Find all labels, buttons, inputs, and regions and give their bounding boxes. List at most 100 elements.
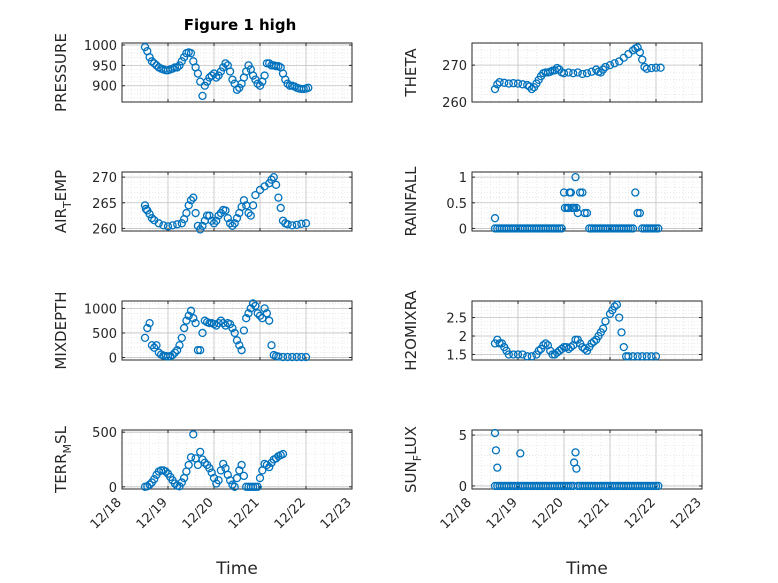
data-point <box>173 63 182 72</box>
data-point <box>223 214 232 223</box>
data-point <box>500 78 509 87</box>
x-tick-label: 12/21 <box>576 495 613 532</box>
data-point <box>566 342 576 352</box>
data-point <box>177 478 186 487</box>
data-point <box>214 211 223 220</box>
axes-box <box>121 42 353 103</box>
subplot-theta: 260 270 THETA <box>402 42 703 111</box>
data-series <box>490 300 661 361</box>
data-point <box>564 203 573 213</box>
data-point <box>230 219 239 228</box>
y-tick-label: 270 <box>92 171 117 186</box>
data-point <box>635 48 645 57</box>
major-grid <box>121 430 353 489</box>
data-point <box>297 219 306 228</box>
data-point <box>168 221 177 230</box>
data-point <box>559 69 569 78</box>
data-point <box>283 220 292 229</box>
data-point <box>619 342 628 352</box>
data-point <box>276 203 285 213</box>
data-point <box>147 341 157 350</box>
data-series <box>490 43 665 94</box>
data-point <box>548 350 557 359</box>
data-point <box>495 77 504 87</box>
minor-grid <box>472 430 702 489</box>
data-series <box>140 299 311 362</box>
data-point <box>205 211 214 220</box>
data-point <box>228 480 237 489</box>
data-point <box>230 482 239 491</box>
data-point <box>628 352 638 361</box>
x-tick-label: 12/20 <box>530 495 567 532</box>
data-point <box>216 67 226 76</box>
y-axis-label-main: TERR <box>52 453 70 494</box>
y-axis-label-main: THETA <box>402 48 420 98</box>
data-point <box>569 69 578 78</box>
minor-grid <box>472 171 702 231</box>
y-tick-label: 0.5 <box>446 197 467 212</box>
data-point <box>297 352 306 362</box>
data-point <box>557 224 566 233</box>
data-point <box>572 203 581 213</box>
data-point <box>221 206 230 215</box>
data-point <box>140 42 150 52</box>
data-point <box>184 201 193 210</box>
data-point <box>205 318 214 328</box>
x-tick-label: 12/19 <box>134 495 171 532</box>
data-point <box>283 79 292 88</box>
data-point <box>221 321 230 330</box>
data-series <box>490 172 663 233</box>
data-point <box>239 196 249 205</box>
data-point <box>170 63 180 72</box>
data-point <box>228 221 237 231</box>
data-point <box>239 471 249 481</box>
data-point <box>251 301 260 311</box>
data-point <box>541 339 550 348</box>
data-point <box>219 459 228 469</box>
data-point <box>244 61 253 70</box>
data-point <box>647 352 656 361</box>
data-point <box>248 71 258 80</box>
data-point <box>161 467 170 476</box>
y-axis-label-main: RAINFALL <box>402 166 420 237</box>
data-point <box>518 350 527 359</box>
data-point <box>186 306 196 315</box>
y-axis-label-main: PRESSURE <box>52 33 70 112</box>
data-point <box>274 193 283 202</box>
data-point <box>230 328 239 338</box>
data-point <box>186 196 196 205</box>
data-point <box>490 428 500 438</box>
data-point <box>150 343 159 352</box>
data-point <box>156 466 166 475</box>
data-point <box>173 346 182 355</box>
data-point <box>267 341 276 350</box>
data-point <box>654 481 663 491</box>
data-point <box>147 214 157 223</box>
data-point <box>237 346 246 355</box>
y-tick-label: 500 <box>92 426 117 441</box>
data-point <box>189 430 198 439</box>
data-point <box>189 314 198 323</box>
y-tick-label: 260 <box>92 222 117 237</box>
data-point <box>179 53 189 62</box>
axes-box <box>471 171 703 232</box>
data-point <box>656 63 665 72</box>
y-tick-label: 0 <box>109 352 117 367</box>
data-point <box>193 346 203 355</box>
x-tick-label: 12/23 <box>668 495 705 532</box>
data-series <box>140 172 311 234</box>
data-point <box>612 300 622 309</box>
axes-box <box>121 300 353 361</box>
data-point <box>642 64 651 73</box>
data-point <box>196 346 205 355</box>
y-axis-label-sub: T <box>61 201 74 209</box>
data-point <box>175 61 184 70</box>
y-axis-label-main: AIR <box>52 208 70 233</box>
data-point <box>651 481 661 491</box>
y-tick-label: 2.5 <box>446 312 467 327</box>
data-point <box>219 63 228 72</box>
data-point <box>649 224 658 233</box>
x-tick-label: 12/21 <box>226 495 263 532</box>
data-point <box>638 55 647 64</box>
data-point <box>237 202 246 212</box>
